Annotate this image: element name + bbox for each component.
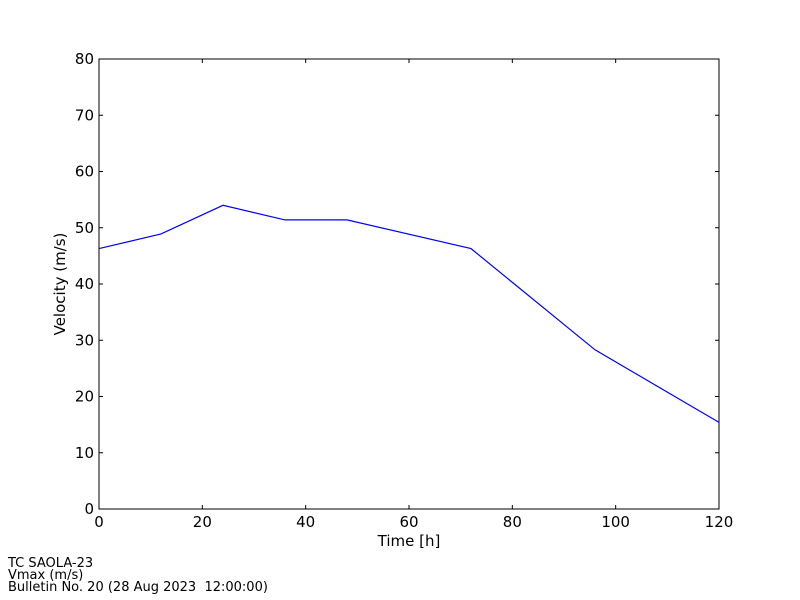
bulletin-info: Bulletin No. 20 (28 Aug 2023 12:00:00) [8, 580, 268, 595]
x-tick-label: 0 [94, 513, 104, 531]
y-tick-label: 10 [75, 444, 94, 462]
storm-name: TC SAOLA-23 [8, 556, 94, 571]
x-tick-label: 100 [601, 513, 630, 531]
x-tick-label: 20 [193, 513, 212, 531]
y-tick-label: 50 [75, 219, 94, 237]
plot-frame [98, 58, 720, 510]
x-axis-label: Time [h] [377, 532, 441, 550]
plot-area: 0 20 40 60 80 100 120 0 10 20 30 40 50 60 70 80 [75, 50, 733, 531]
x-tick-label: 120 [705, 513, 734, 531]
x-tick-label: 60 [399, 513, 418, 531]
x-tick-label: 80 [503, 513, 522, 531]
series-line [98, 204, 720, 423]
y-tick-label: 60 [75, 163, 94, 181]
y-tick-label: 80 [75, 50, 94, 68]
y-tick-label: 20 [75, 388, 94, 406]
x-tick-label: 40 [296, 513, 315, 531]
bulletin-footer: TC SAOLA-23 Vmax (m/s) Bulletin No. 20 (… [8, 556, 268, 595]
y-axis-label: Velocity (m/s) [51, 233, 69, 336]
y-tick-label: 30 [75, 331, 94, 349]
y-tick-label: 40 [75, 275, 94, 293]
y-tick-label: 0 [84, 500, 94, 518]
y-tick-label: 70 [75, 106, 94, 124]
variable-name: Vmax (m/s) [8, 568, 84, 583]
